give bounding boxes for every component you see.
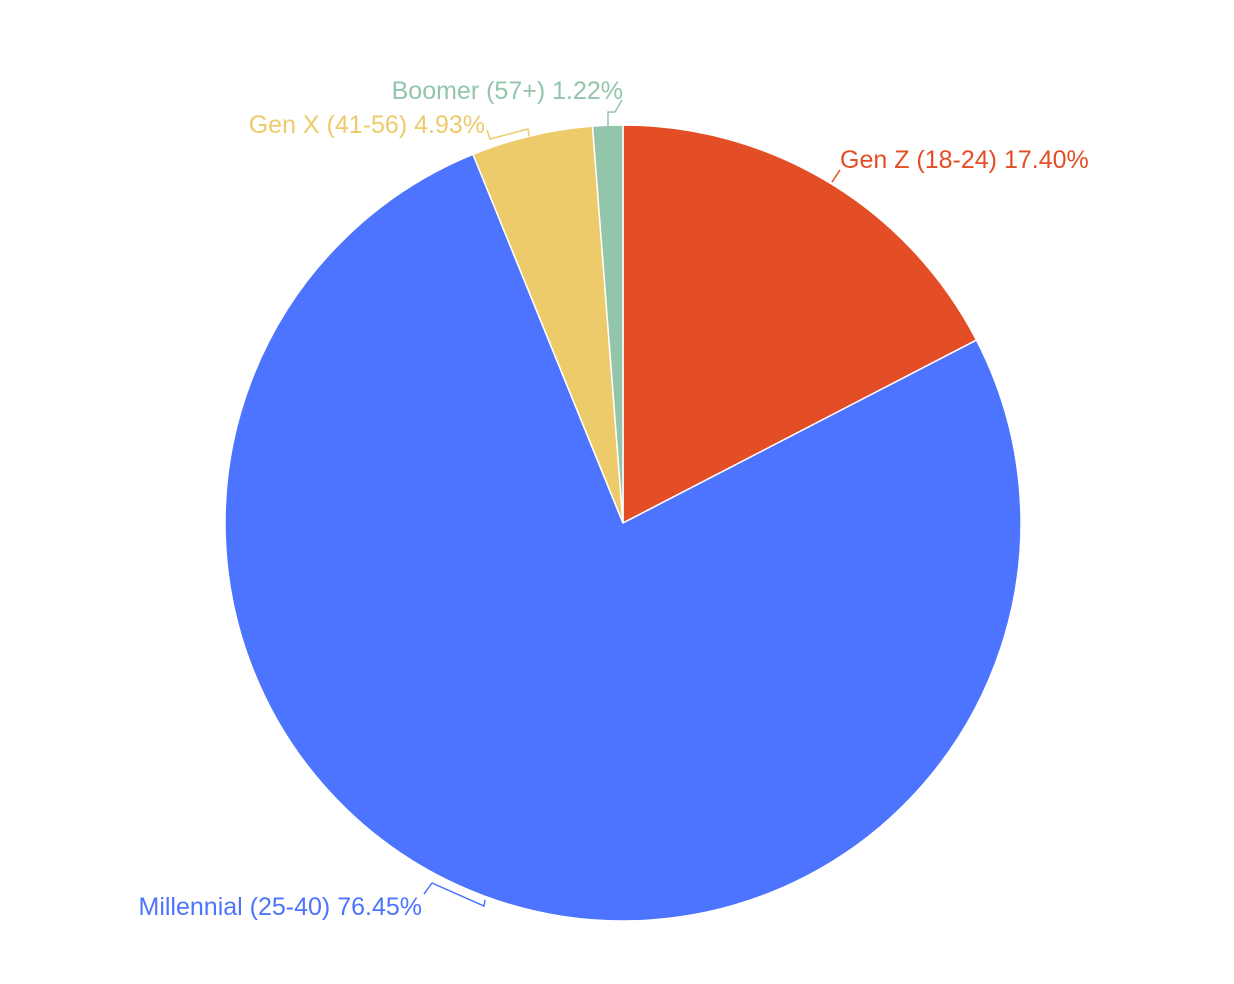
value-label: 17.40% xyxy=(1004,146,1089,174)
leader-line xyxy=(486,128,530,140)
data-label: Millennial (25-40) 76.45% xyxy=(139,893,423,921)
category-label: Gen X (41-56) xyxy=(249,111,407,139)
pie xyxy=(224,124,1022,922)
value-label: 76.45% xyxy=(337,893,422,921)
leader-line xyxy=(831,169,841,183)
value-label: 1.22% xyxy=(552,77,623,105)
leader-line xyxy=(423,882,486,908)
leader-lines xyxy=(423,99,841,908)
category-label: Gen Z (18-24) xyxy=(840,146,997,174)
data-label: Gen Z (18-24) 17.40% xyxy=(840,146,1089,174)
category-label: Boomer (57+) xyxy=(392,77,546,105)
data-label: Gen X (41-56) 4.93% xyxy=(249,111,485,139)
data-label: Boomer (57+) 1.22% xyxy=(392,77,623,105)
pie-slice xyxy=(224,153,1022,922)
category-label: Millennial (25-40) xyxy=(139,893,331,921)
data-labels: Gen Z (18-24) 17.40% Millennial (25-40) 7… xyxy=(139,77,1089,921)
value-label: 4.93% xyxy=(414,111,485,139)
pie-slice xyxy=(622,124,978,525)
leader-line xyxy=(607,99,623,126)
